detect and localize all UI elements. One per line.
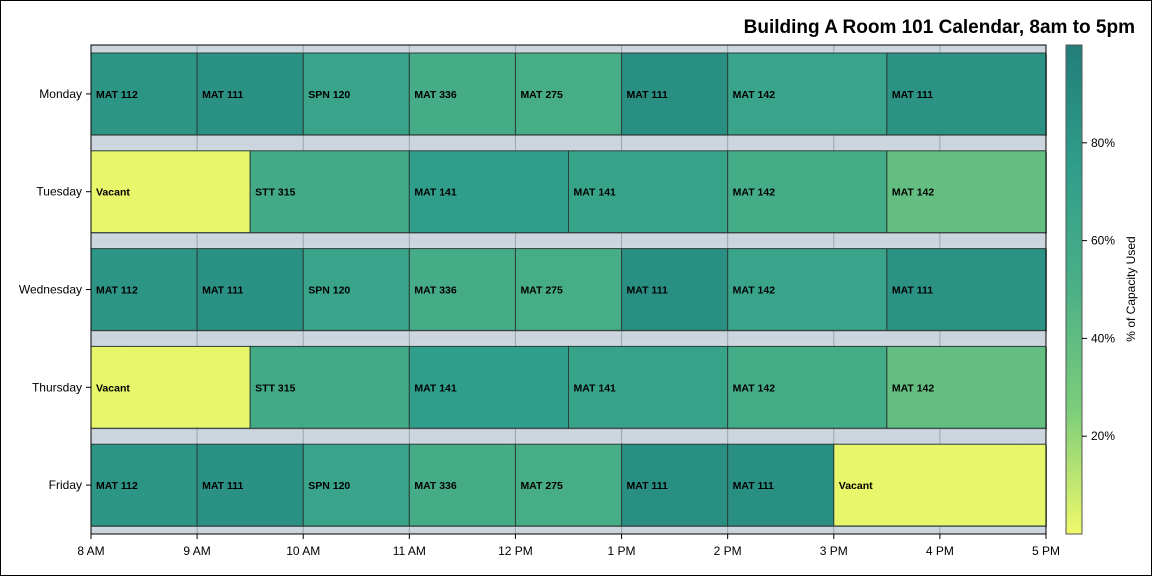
block-label: SPN 120	[308, 89, 350, 101]
block-label: MAT 141	[574, 382, 617, 394]
block-label: MAT 142	[733, 285, 776, 297]
schedule-block	[90, 52, 198, 136]
block-label: MAT 141	[414, 187, 457, 199]
x-tick-label: 11 AM	[393, 544, 426, 558]
schedule-block	[514, 443, 623, 527]
x-tick-label: 8 AM	[77, 544, 104, 558]
block-label: STT 315	[255, 382, 295, 394]
colorbar-gradient	[1065, 44, 1083, 535]
colorbar-label: % of Capacity Used	[1124, 236, 1138, 341]
block-label: MAT 142	[733, 187, 776, 199]
block-label: SPN 120	[308, 480, 350, 492]
colorbar-tick-label: 80%	[1091, 136, 1115, 150]
schedule-block	[196, 248, 304, 331]
schedule-block	[249, 345, 410, 429]
block-label: MAT 275	[520, 285, 563, 297]
block-label: MAT 275	[520, 89, 563, 101]
schedule-block	[408, 443, 516, 527]
block-label: Vacant	[839, 480, 873, 492]
y-axis: Monday Tuesday Wednesday Thursday Friday	[19, 87, 91, 492]
block-label: MAT 141	[574, 187, 617, 199]
schedule-block	[90, 150, 251, 234]
colorbar-legend: 20% 40% 60% 80% % of Capacity Used	[1065, 44, 1138, 535]
schedule-block	[90, 443, 198, 527]
schedule-block	[886, 52, 1047, 136]
block-label: MAT 111	[733, 480, 774, 492]
schedule-block	[196, 443, 304, 527]
y-tick-label: Monday	[39, 87, 82, 101]
block-label: SPN 120	[308, 285, 350, 297]
block-label: STT 315	[255, 187, 295, 199]
colorbar-ticks: 20% 40% 60% 80%	[1082, 136, 1115, 443]
y-tick-label: Thursday	[32, 380, 82, 394]
schedule-block	[408, 248, 516, 331]
schedule-block	[249, 150, 410, 234]
block-label: MAT 111	[202, 89, 243, 101]
schedule-block	[302, 443, 410, 527]
schedule-block	[833, 443, 1047, 527]
schedule-block	[302, 52, 410, 136]
block-label: MAT 336	[414, 480, 457, 492]
block-label: Vacant	[96, 382, 130, 394]
schedule-block	[727, 345, 888, 429]
block-label: MAT 142	[733, 382, 776, 394]
schedule-block	[727, 248, 888, 331]
colorbar-tick-label: 20%	[1091, 429, 1115, 443]
colorbar-tick-label: 60%	[1091, 234, 1115, 248]
schedule-block	[90, 345, 251, 429]
block-label: MAT 111	[627, 480, 668, 492]
x-tick-label: 4 PM	[926, 544, 954, 558]
schedule-block	[568, 150, 729, 234]
x-tick-label: 1 PM	[608, 544, 636, 558]
block-label: MAT 142	[733, 89, 776, 101]
x-tick-label: 12 PM	[498, 544, 533, 558]
schedule-block	[408, 52, 516, 136]
block-label: MAT 112	[96, 285, 138, 297]
block-label: MAT 111	[892, 285, 933, 297]
x-tick-label: 10 AM	[286, 544, 320, 558]
block-label: MAT 111	[892, 89, 933, 101]
block-label: MAT 141	[414, 382, 457, 394]
block-label: MAT 142	[892, 382, 935, 394]
block-label: MAT 111	[202, 480, 243, 492]
y-tick-label: Wednesday	[19, 283, 82, 297]
schedule-block	[514, 52, 623, 136]
block-label: MAT 336	[414, 285, 457, 297]
block-label: MAT 111	[202, 285, 243, 297]
plot-area: MAT 112 MAT 111 SPN 120 MAT 336 MAT 275 MAT 1…	[90, 44, 1047, 535]
block-label: MAT 112	[96, 89, 138, 101]
y-tick-label: Friday	[49, 478, 82, 492]
x-tick-label: 3 PM	[820, 544, 848, 558]
schedule-block	[727, 52, 888, 136]
block-label: MAT 336	[414, 89, 457, 101]
schedule-block	[408, 150, 570, 234]
block-label: MAT 111	[627, 285, 668, 297]
block-label: MAT 111	[627, 89, 668, 101]
x-axis: 8 AM 9 AM 10 AM 11 AM 12 PM 1 PM 2 PM 3 PM 4 PM 5…	[77, 534, 1060, 558]
x-tick-label: 5 PM	[1032, 544, 1060, 558]
chart-title: Building A Room 101 Calendar, 8am to 5pm	[744, 17, 1135, 38]
schedule-block	[514, 248, 623, 331]
block-label: MAT 112	[96, 480, 138, 492]
x-tick-label: 2 PM	[714, 544, 742, 558]
schedule-block	[886, 248, 1047, 331]
schedule-block	[302, 248, 410, 331]
colorbar-tick-label: 40%	[1091, 331, 1115, 345]
block-label: Vacant	[96, 187, 130, 199]
x-tick-label: 9 AM	[183, 544, 210, 558]
schedule-block	[408, 345, 570, 429]
schedule-block	[886, 345, 1047, 429]
block-label: MAT 275	[520, 480, 563, 492]
y-tick-label: Tuesday	[36, 185, 82, 199]
block-label: MAT 142	[892, 187, 935, 199]
schedule-block	[886, 150, 1047, 234]
